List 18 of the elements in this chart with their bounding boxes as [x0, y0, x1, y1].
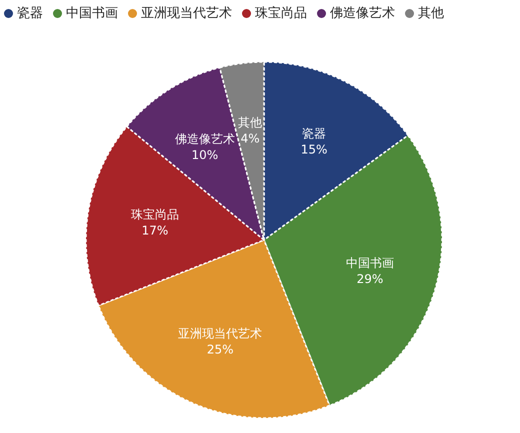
slice-label: 亚洲现当代艺术	[178, 326, 262, 340]
data-label: 4%	[240, 132, 260, 146]
data-label: 25%	[206, 342, 234, 356]
slice-label: 珠宝尚品	[131, 208, 179, 222]
data-label: 29%	[356, 272, 384, 286]
slice-label: 佛造像艺术	[174, 132, 235, 146]
slice-label: 中国书画	[346, 256, 394, 270]
data-label: 10%	[192, 148, 218, 162]
legend-label: 瓷器	[17, 6, 43, 21]
data-label: 17%	[142, 224, 168, 238]
data-label: 15%	[300, 142, 328, 157]
legend-label: 佛造像艺术	[330, 6, 395, 21]
legend-label: 中国书画	[66, 6, 118, 21]
legend-label: 珠宝尚品	[255, 6, 307, 21]
legend-label: 其他	[418, 6, 444, 21]
slice-label: 其他	[238, 116, 262, 130]
legend-label: 亚洲现当代艺术	[141, 6, 232, 21]
slice-label: 瓷器	[302, 126, 326, 141]
